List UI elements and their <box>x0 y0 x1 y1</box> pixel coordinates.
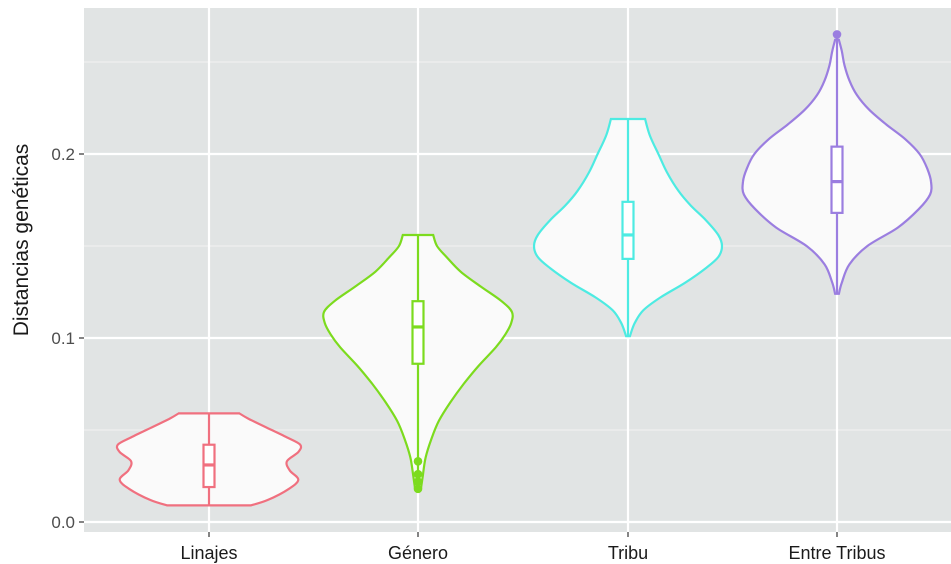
x-tick-label: Linajes <box>180 543 237 563</box>
outlier-point <box>413 477 423 486</box>
outlier-point <box>413 469 423 479</box>
x-tick-label: Género <box>388 543 448 563</box>
violin-entre-tribus <box>741 30 933 295</box>
violin-género <box>322 233 514 494</box>
violin-tribu <box>532 117 724 338</box>
box <box>621 200 635 260</box>
outlier-point <box>832 30 842 39</box>
axes: 0.0 0.1 0.2 Linajes Género Tribu Entre Tribus <box>51 145 885 563</box>
y-tick-label: 0.0 <box>51 513 75 532</box>
box <box>411 300 425 365</box>
y-tick-label: 0.1 <box>51 329 75 348</box>
outlier-point <box>413 456 423 466</box>
violins <box>115 30 933 507</box>
x-tick-label: Tribu <box>608 543 648 563</box>
y-axis-label: Distancias genéticas <box>10 144 33 337</box>
y-tick-label: 0.2 <box>51 145 75 164</box>
x-tick-label: Entre Tribus <box>788 543 885 563</box>
box <box>830 145 844 214</box>
violin-linajes <box>115 412 303 507</box>
outlier-point <box>413 484 423 494</box>
